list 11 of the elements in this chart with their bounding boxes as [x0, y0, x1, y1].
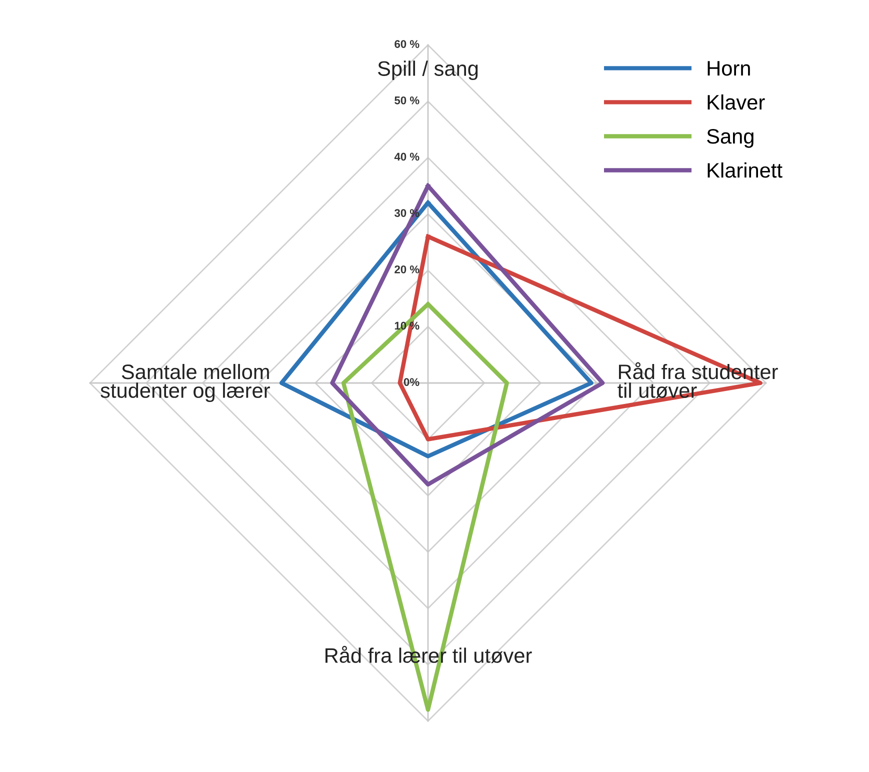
y-tick-label: 50 %	[394, 96, 420, 104]
y-tick-label: 40 %	[394, 152, 420, 161]
y-tick-label: 0%	[404, 378, 420, 386]
y-tick-label: 20 %	[394, 265, 420, 274]
legend-label: Klarinett	[708, 162, 782, 178]
legend-label: Sang	[707, 128, 754, 148]
y-tick-label: 60 %	[394, 40, 420, 48]
legend-label: Klaver	[708, 94, 765, 110]
legend-label: Horn	[708, 61, 750, 76]
spoke-label: Spill / sang	[378, 60, 478, 80]
spoke-label: Samtale mellom studenter og lærer	[100, 364, 270, 402]
